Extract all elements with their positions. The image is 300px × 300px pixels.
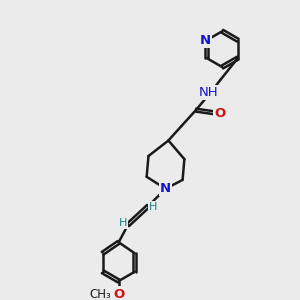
Text: H: H xyxy=(118,218,127,229)
Text: O: O xyxy=(214,106,225,119)
Text: NH: NH xyxy=(199,86,219,99)
Text: CH₃: CH₃ xyxy=(89,288,111,300)
Text: N: N xyxy=(200,34,211,47)
Text: H: H xyxy=(149,202,158,212)
Text: O: O xyxy=(113,287,124,300)
Text: N: N xyxy=(160,182,171,195)
